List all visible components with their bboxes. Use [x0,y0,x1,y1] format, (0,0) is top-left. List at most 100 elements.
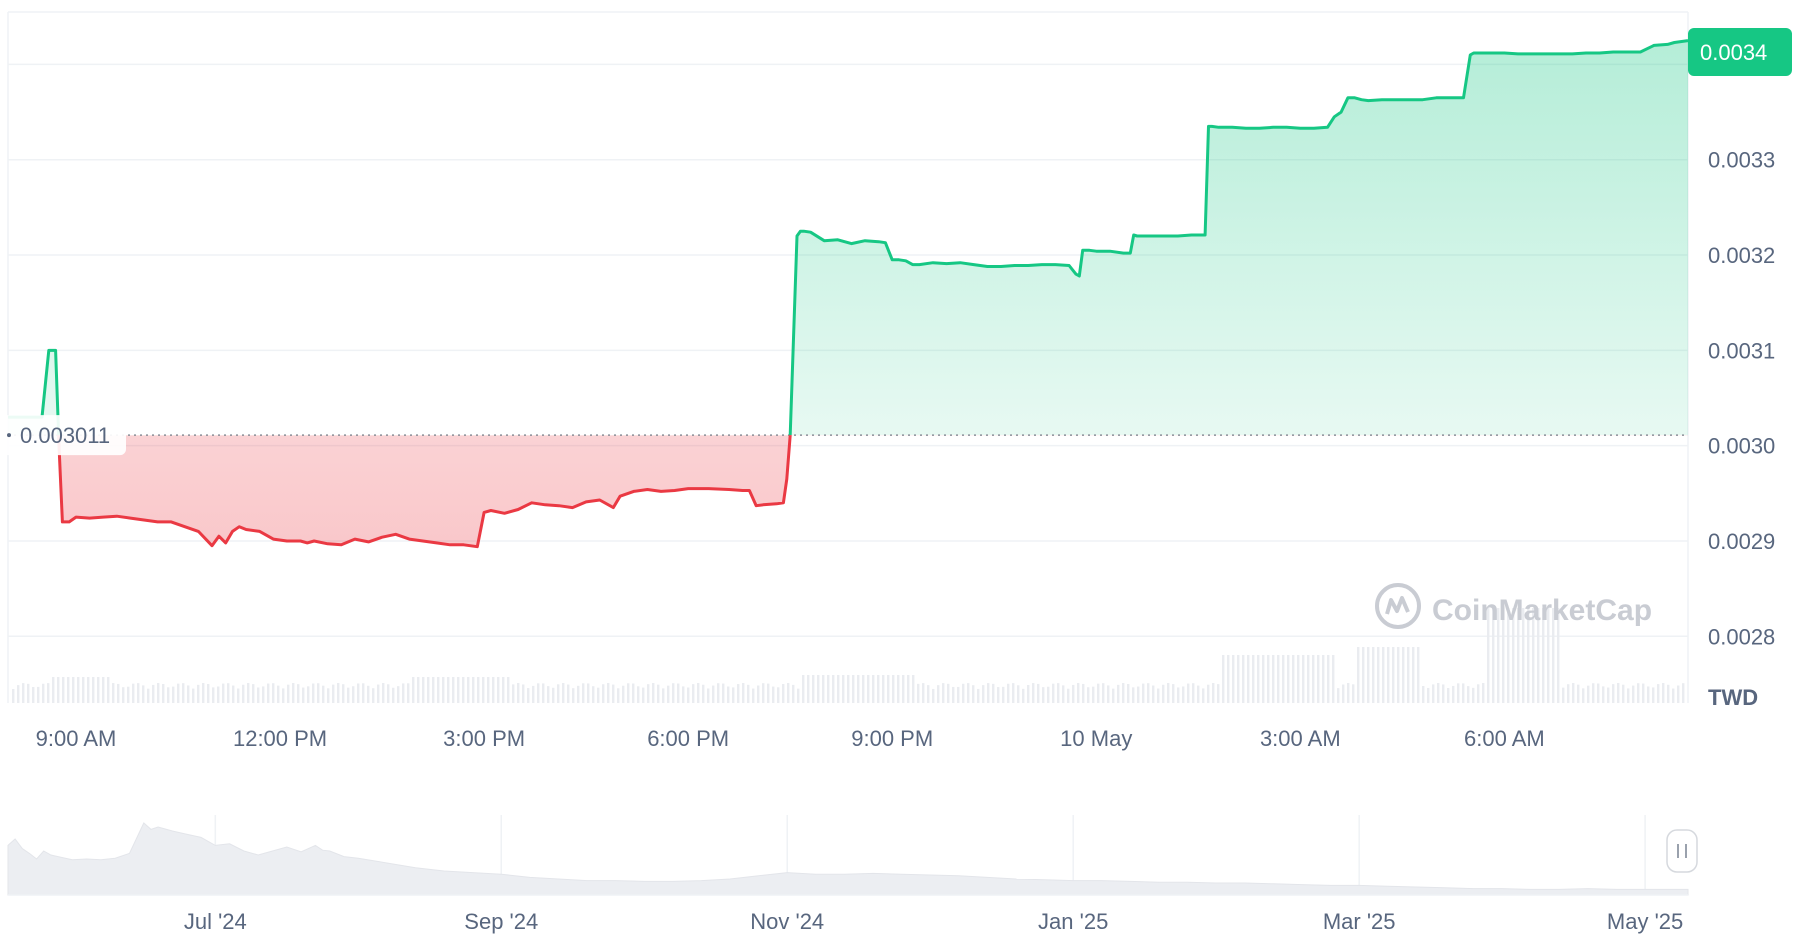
volume-bar [1277,655,1280,703]
volume-bar [1607,687,1610,703]
volume-bar [577,685,580,703]
volume-bar [1062,685,1065,703]
volume-bar [907,675,910,703]
volume-bar [1617,683,1620,703]
volume-bar [1447,688,1450,703]
volume-bar [352,686,355,703]
area-below-reference [8,435,1688,547]
volume-bar [987,683,990,703]
volume-bar [112,683,115,703]
volume-bar [1107,685,1110,703]
volume-bar [567,684,570,703]
volume-bar [617,688,620,703]
volume-bar [337,683,340,703]
y-tick-label: 0.0031 [1708,338,1775,363]
volume-bar [642,687,645,703]
volume-bar [1422,686,1425,703]
volume-bar [1347,683,1350,703]
volume-bar [582,683,585,703]
volume-bar [362,683,365,703]
volume-bar [182,683,185,703]
volume-bar [707,688,710,703]
volume-bar [822,675,825,703]
volume-bar [1482,683,1485,703]
volume-bar [467,677,470,703]
volume-bar [572,688,575,703]
volume-bar [1572,683,1575,703]
volume-bars [12,608,1685,703]
volume-bar [1307,655,1310,703]
volume-bar [637,686,640,703]
volume-bar [407,683,410,703]
volume-bar [1337,688,1340,703]
navigator-area [7,822,1689,896]
volume-bar [1352,684,1355,703]
volume-bar [1142,683,1145,703]
volume-bar [1642,683,1645,703]
volume-bar [812,675,815,703]
volume-bar [1222,655,1225,703]
volume-bar [1102,683,1105,703]
volume-bar [687,687,690,703]
volume-bar [1187,683,1190,703]
volume-bar [1377,647,1380,703]
volume-bar [297,684,300,703]
volume-bar [212,687,215,703]
volume-bar [997,687,1000,703]
volume-bar [1577,684,1580,703]
volume-bar [1172,684,1175,703]
volume-bar [302,687,305,703]
navigator-date-label: Jan '25 [1038,909,1108,934]
volume-bar [1647,686,1650,703]
volume-bar [137,683,140,703]
x-tick-label: 10 May [1060,726,1132,751]
volume-bar [102,677,105,703]
volume-bar [902,675,905,703]
volume-bar [1112,688,1115,703]
volume-bar [1517,608,1520,703]
volume-bar [1212,683,1215,703]
volume-bar [447,677,450,703]
volume-bar [172,686,175,703]
volume-bar [502,677,505,703]
volume-bar [487,677,490,703]
volume-bar [1397,647,1400,703]
volume-bar [867,675,870,703]
volume-bar [1582,688,1585,703]
volume-bar [1082,683,1085,703]
volume-bar [1312,655,1315,703]
price-area [8,40,1688,547]
volume-bar [1462,683,1465,703]
volume-bar [222,683,225,703]
navigator-right-handle[interactable] [1666,829,1698,873]
volume-bar [1367,647,1370,703]
volume-bar [227,683,230,703]
volume-bar [167,687,170,703]
navigator-date-label: Sep '24 [464,909,538,934]
volume-bar [772,686,775,703]
volume-bar [562,683,565,703]
range-navigator[interactable]: Jul '24 Sep '24 Nov '24 Jan '25 Mar '25 May '… [7,813,1698,934]
volume-bar [392,687,395,703]
coinmarketcap-watermark: CoinMarketCap [1432,594,1652,627]
volume-bar [142,685,145,703]
volume-bar [327,688,330,703]
volume-bar [1232,655,1235,703]
x-axis: 9:00 AM 12:00 PM 3:00 PM 6:00 PM 9:00 PM 10 M… [36,726,1545,751]
volume-bar [1177,687,1180,703]
volume-bar [132,683,135,703]
volume-bar [1007,683,1010,703]
volume-bar [442,677,445,703]
volume-bar [1402,647,1405,703]
volume-bar [1562,687,1565,703]
volume-bar [1427,687,1430,703]
volume-bar [992,683,995,703]
volume-bar [952,686,955,703]
volume-bar [12,689,15,703]
volume-bar [437,677,440,703]
volume-bar [857,675,860,703]
volume-bar [332,684,335,703]
volume-bar [1667,684,1670,703]
volume-bar [882,675,885,703]
volume-bar [1657,684,1660,703]
